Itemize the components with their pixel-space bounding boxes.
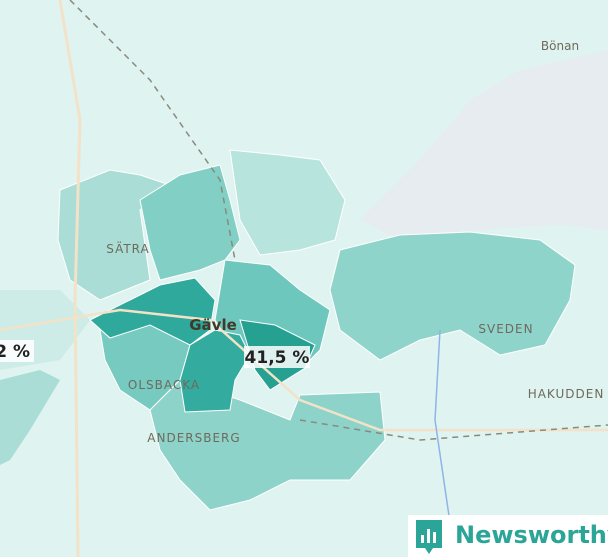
region <box>139 164 241 281</box>
town-label: Gävle <box>189 316 237 334</box>
region <box>149 379 386 511</box>
logo-icon <box>416 520 442 554</box>
place-label: ANDERSBERG <box>147 431 240 445</box>
railway <box>299 419 608 441</box>
place-label: Bönan <box>541 39 579 53</box>
place-label: SVEDEN <box>478 322 533 336</box>
region <box>229 149 346 256</box>
region <box>329 231 576 361</box>
railway <box>69 0 236 261</box>
river <box>434 329 456 557</box>
logo-text[interactable]: Newsworthy <box>455 521 608 549</box>
value-label-box <box>0 340 34 362</box>
value-label: 41,5 % <box>245 348 310 368</box>
place-label: HAKUDDEN <box>528 387 605 401</box>
region <box>89 277 216 346</box>
place-label: SÄTRA <box>106 241 150 256</box>
place-label: OLSBACKA <box>128 378 200 392</box>
region <box>0 370 60 465</box>
value-label: 2 % <box>0 342 30 362</box>
road <box>58 0 82 557</box>
value-label-box <box>244 346 310 368</box>
sea-area <box>360 50 608 240</box>
